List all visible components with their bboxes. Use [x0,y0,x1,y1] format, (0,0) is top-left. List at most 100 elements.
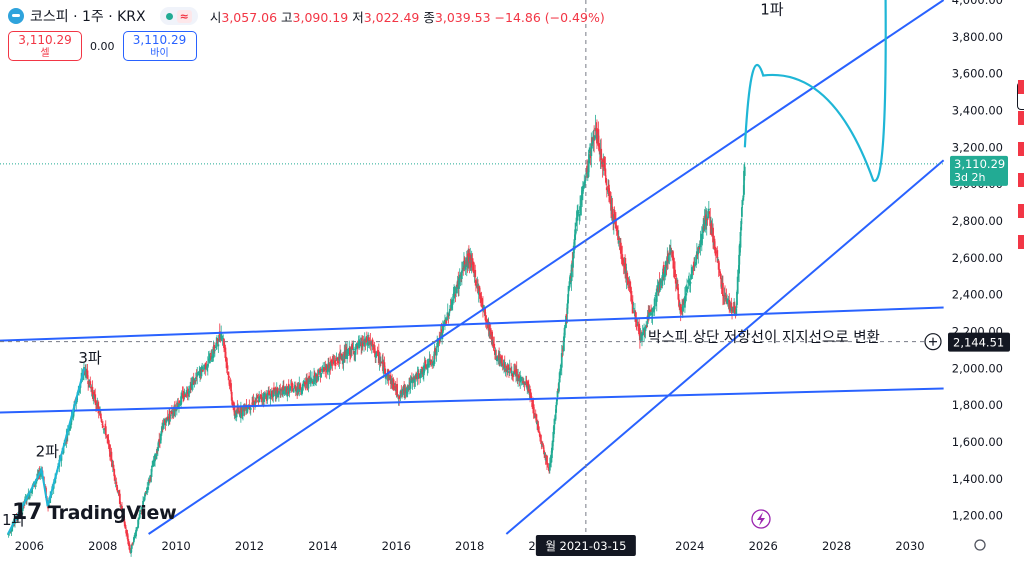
candle-body [338,353,341,362]
candle-body [549,460,552,466]
candle-body [201,369,204,372]
buy-label: 바이 [150,48,169,59]
candle-body [579,206,581,212]
candle-body [710,220,712,224]
price-tick-label: 2,000.00 [952,361,1003,375]
candle-body [535,414,538,423]
candle-body [234,414,237,418]
candle-body [354,348,357,355]
candle-body [522,381,524,384]
candle-body [365,337,368,343]
price-tick-label: 1,400.00 [952,472,1003,486]
candle-body [337,361,340,364]
candle-body [525,379,528,388]
candle-body [728,299,731,309]
candle-body [301,383,304,391]
candle-body [681,305,684,312]
candle-body [371,339,374,346]
candle-body [529,394,532,397]
candle-body [555,398,558,405]
candle-body [543,450,546,453]
candle-body [91,386,94,395]
candle-body [197,374,199,376]
candle-body [314,376,317,382]
candle-body [717,259,719,261]
candle-body [464,264,467,270]
candle-body [72,411,75,418]
candle-body [209,356,211,363]
market-status-pill[interactable]: ≈ [159,7,198,25]
candle-body [546,463,549,465]
candle-body [622,259,624,262]
candle-body [696,253,699,256]
candle-body [736,291,738,305]
candle-body [85,368,87,379]
candle-body [629,288,632,294]
candle-body [644,326,647,331]
candle-body [527,383,530,393]
candle-body [240,406,243,414]
candle-body [502,366,505,368]
candle-body [254,401,256,404]
candle-body [580,194,583,206]
candle-body [462,268,465,269]
candle-body [278,391,281,394]
sell-button[interactable]: 3,110.29 셀 [8,31,82,61]
candle-body [479,295,482,302]
candle-body [467,252,470,262]
candle-body [629,281,631,292]
candle-body [574,229,577,241]
candle-body [132,543,135,545]
candle-body [424,361,427,364]
candle-body [493,343,496,349]
candle-body [643,328,645,336]
candle-body [617,240,620,243]
candle-body [735,308,738,316]
buy-button[interactable]: 3,110.29 바이 [122,31,197,61]
candle-body [657,281,660,292]
candle-body [213,349,216,352]
candle-body [418,375,421,377]
candle-body [321,369,324,372]
candle-body [288,387,291,393]
candle-body [197,371,200,374]
candle-body [213,344,216,352]
candle-body [603,165,606,169]
candle-body [350,346,353,355]
candle-body [737,269,740,278]
candle-body [538,431,541,433]
tradingview-logo[interactable]: 17 TradingView [12,500,177,525]
candle-body [282,387,284,395]
candle-body [121,505,123,513]
candle-body [143,497,146,501]
candle-body [632,307,635,309]
candle-body [604,168,607,176]
candle-body [160,431,163,436]
candle-body [268,390,270,395]
side-marker [1018,111,1024,125]
bottom-toolbar[interactable] [0,568,1024,576]
candle-body [619,242,622,254]
candle-body [461,268,464,271]
candle-body [90,386,92,389]
candle-body [235,409,238,418]
candle-body [611,206,614,217]
candle-body [346,350,349,354]
candle-body [11,526,14,532]
candle-body [369,340,372,345]
candle-body [171,413,174,415]
symbol-title[interactable]: 코스피 · 1주 · KRX [30,9,146,25]
candle-body [106,437,109,441]
candle-body [308,375,311,379]
side-marker [1018,80,1024,94]
candle-body [296,387,299,393]
close-label: 종 [423,9,435,25]
candle-body [478,286,481,292]
candle-body [439,332,442,340]
candle-body [142,500,145,502]
candle-body [393,386,396,388]
candle-body [698,247,701,250]
candle-body [273,387,275,391]
